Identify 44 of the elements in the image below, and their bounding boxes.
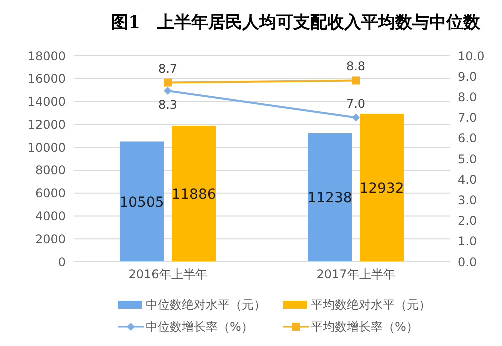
data-label: 8.3: [158, 98, 178, 112]
point: [352, 76, 360, 85]
point: [164, 78, 172, 87]
y-tick-label: 4000: [35, 209, 66, 224]
y-tick-label: 14000: [28, 95, 66, 110]
y2-tick-label: 3.0: [458, 193, 478, 208]
y2-tick-label: 7.0: [458, 111, 478, 126]
data-label: 12932: [360, 180, 404, 197]
data-label: 8.8: [346, 60, 366, 74]
legend-label: 平均数增长率（%）: [311, 319, 418, 336]
y2-tick-label: 2.0: [458, 214, 478, 228]
x-tick-label: 2016年上半年: [128, 268, 208, 282]
y2-tick-label: 6.0: [458, 132, 478, 146]
y2-tick-label: 4.0: [458, 172, 478, 187]
bar: [120, 142, 164, 262]
y-tick-label: 16000: [28, 72, 66, 86]
legend-label: 中位数绝对水平（元）: [146, 297, 266, 314]
bar: [308, 133, 352, 262]
y-tick-label: 6000: [35, 186, 66, 201]
y2-tick-label: 5.0: [458, 152, 478, 166]
y2-tick-label: 1.0: [458, 234, 478, 249]
bar: [172, 126, 216, 262]
point: [164, 87, 172, 96]
point: [352, 114, 360, 122]
legend-label: 中位数增长率（%）: [146, 319, 254, 336]
y-tick-label: 12000: [28, 118, 66, 132]
y2-tick-label: 10.0: [458, 49, 485, 64]
y-tick-label: 8000: [35, 164, 66, 178]
data-label: 8.7: [158, 62, 178, 76]
data-label: 11238: [308, 190, 352, 207]
data-label: 11886: [172, 186, 216, 203]
y-tick-label: 10000: [28, 140, 66, 155]
legend-label: 平均数绝对水平（元）: [311, 297, 431, 314]
y2-tick-label: 8.0: [458, 90, 478, 104]
x-tick-label: 2017年上半年: [316, 268, 396, 282]
y-tick-label: 18000: [28, 49, 66, 64]
y2-tick-label: 9.0: [458, 70, 478, 84]
y-tick-label: 0: [58, 255, 66, 270]
y-tick-label: 2000: [35, 232, 66, 246]
chart-title: 图1 上半年居民人均可支配收入平均数与中位数: [110, 12, 482, 35]
bar: [360, 114, 404, 262]
data-label: 10505: [120, 194, 164, 211]
y2-tick-label: 0.0: [458, 255, 478, 270]
data-label: 7.0: [346, 96, 366, 111]
